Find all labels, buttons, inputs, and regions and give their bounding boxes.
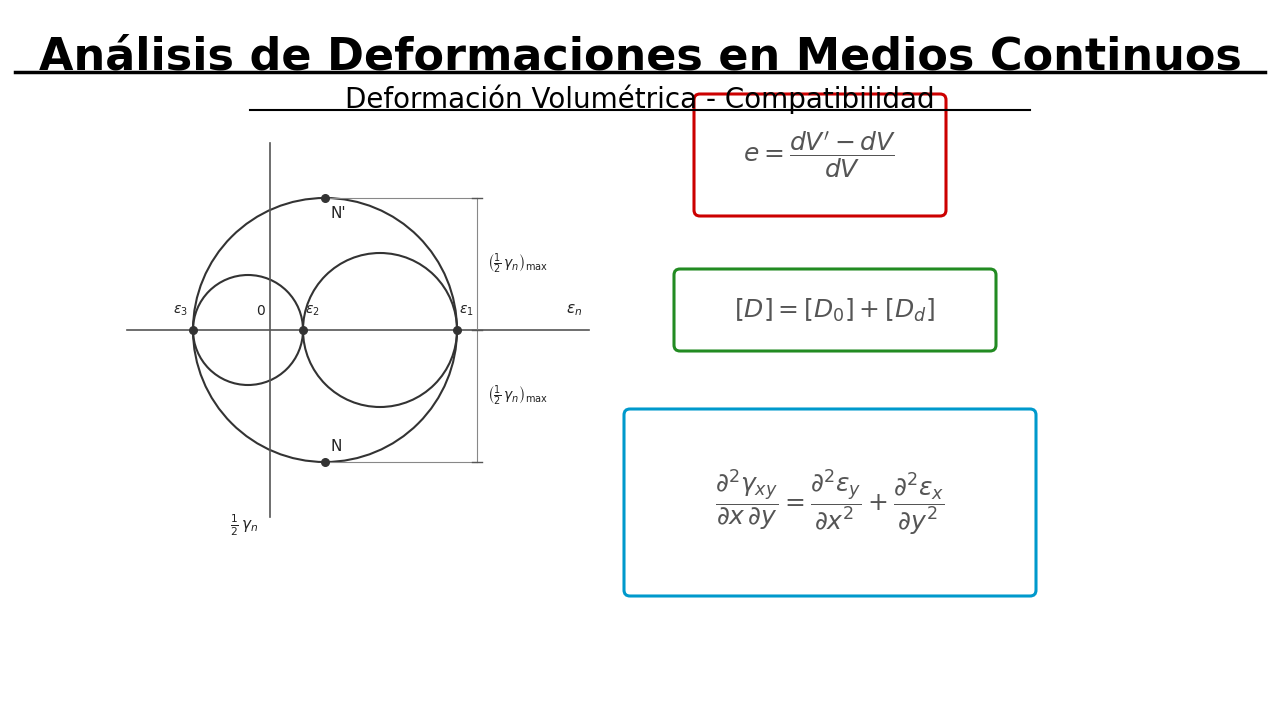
Text: Deformación Volumétrica - Compatibilidad: Deformación Volumétrica - Compatibilidad [346,85,934,114]
Point [293,324,314,336]
FancyBboxPatch shape [675,269,996,351]
Point [315,192,335,204]
Text: $e = \dfrac{dV^{\prime} - dV}{dV}$: $e = \dfrac{dV^{\prime} - dV}{dV}$ [744,130,897,181]
Text: N: N [330,439,342,454]
Text: $\dfrac{\partial^2 \gamma_{xy}}{\partial x\,\partial y} = \dfrac{\partial^2 \var: $\dfrac{\partial^2 \gamma_{xy}}{\partial… [716,467,945,538]
Text: $\varepsilon_n$: $\varepsilon_n$ [566,302,582,318]
Text: $[D] = [D_0] + [D_d]$: $[D] = [D_0] + [D_d]$ [735,297,936,323]
Text: $\left(\frac{1}{2}\,\gamma_n\right)_{\max}$: $\left(\frac{1}{2}\,\gamma_n\right)_{\ma… [486,252,548,276]
Text: $\frac{1}{2}\,\gamma_n$: $\frac{1}{2}\,\gamma_n$ [230,513,259,538]
Text: 0: 0 [256,304,265,318]
FancyBboxPatch shape [694,94,946,216]
Text: $\varepsilon_3$: $\varepsilon_3$ [173,304,188,318]
Point [447,324,467,336]
Point [183,324,204,336]
Text: $\varepsilon_2$: $\varepsilon_2$ [305,304,320,318]
FancyBboxPatch shape [625,409,1036,596]
Text: $\varepsilon_1$: $\varepsilon_1$ [460,304,474,318]
Text: N': N' [330,206,346,221]
Text: $\left(\frac{1}{2}\,\gamma_n\right)_{\max}$: $\left(\frac{1}{2}\,\gamma_n\right)_{\ma… [486,384,548,408]
Text: Análisis de Deformaciones en Medios Continuos: Análisis de Deformaciones en Medios Cont… [38,35,1242,78]
Point [315,456,335,468]
